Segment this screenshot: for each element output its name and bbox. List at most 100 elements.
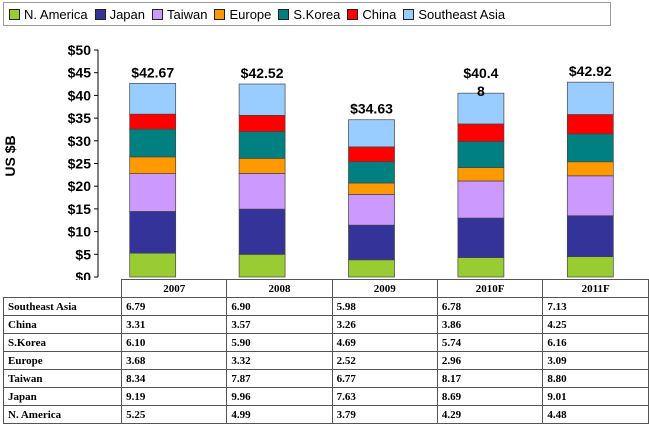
y-tick-label: $25: [68, 156, 92, 172]
bar-segment: [566, 81, 614, 115]
row-label: Southeast Asia: [2, 297, 123, 316]
bar-segment: [566, 215, 614, 258]
table-cell: 2.52: [331, 351, 438, 370]
table-cell: 3.32: [226, 351, 333, 370]
y-tick-label: $20: [68, 178, 92, 194]
table-row: N. America 5.25 4.99 3.79 4.29 4.48: [2, 405, 649, 424]
table-cell: 4.99: [226, 405, 333, 424]
table-cell: 6.16: [542, 333, 649, 352]
legend-label: N. America: [24, 6, 88, 22]
table-cell: 7.63: [331, 387, 438, 406]
bar-total-label: $42.52: [241, 65, 284, 81]
table-cell: 2.96: [436, 351, 544, 370]
legend-item: Japan: [94, 7, 145, 22]
bar-segment: [457, 123, 505, 142]
bar-segment: [238, 83, 286, 116]
table-cell: 5.90: [226, 333, 333, 352]
bar-segment: [129, 156, 177, 174]
bar-segment: [457, 141, 505, 168]
row-label: S.Korea: [2, 333, 123, 352]
y-tick-label: $10: [68, 224, 92, 240]
legend-label: Southeast Asia: [418, 6, 506, 22]
table-cell: 8.80: [542, 369, 649, 388]
table-cell: 9.96: [226, 387, 333, 406]
table-header-cell: 2007: [121, 279, 228, 298]
table-cell: 3.86: [436, 315, 544, 334]
table-cell: 6.77: [331, 369, 438, 388]
table-cell: 5.25: [121, 405, 228, 424]
bar-segment: [348, 146, 395, 163]
y-tick-label: $5: [75, 246, 91, 262]
y-tick-label: $30: [68, 133, 92, 149]
y-tick-label: $35: [68, 110, 92, 126]
table-cell: 4.25: [542, 315, 649, 334]
y-tick-label: $40: [68, 87, 92, 103]
table-cell: 3.09: [542, 351, 649, 370]
bar-segment: [566, 175, 614, 217]
bar-segment: [348, 224, 395, 261]
row-label: China: [2, 315, 123, 334]
table-cell: 5.74: [436, 333, 544, 352]
table-corner: [3, 279, 123, 298]
legend-label: S.Korea: [293, 6, 341, 22]
data-table: 2007 2008 2009 2010F 2011F Southeast Asi…: [2, 279, 649, 424]
row-label: Europe: [2, 351, 123, 370]
bar-segment: [129, 128, 177, 158]
table-row: S.Korea 6.10 5.90 4.69 5.74 6.16: [2, 333, 649, 352]
bar-segment: [238, 131, 286, 159]
legend-item: China: [347, 7, 396, 22]
legend-swatch: [278, 8, 290, 20]
table-cell: 3.31: [121, 315, 228, 334]
table-row: Europe 3.68 3.32 2.52 2.96 3.09: [2, 351, 649, 370]
table-cell: 5.98: [331, 297, 438, 316]
table-header-cell: 2009: [331, 279, 438, 298]
legend-swatch: [214, 8, 226, 20]
table-cell: 6.79: [121, 297, 228, 316]
legend-swatch: [94, 8, 106, 20]
legend-item: Taiwan: [152, 7, 207, 22]
legend-label: Taiwan: [167, 6, 208, 22]
bar-segment: [129, 173, 177, 212]
table-cell: 6.78: [436, 297, 544, 316]
bar-segment: [129, 252, 177, 278]
chart-legend: N. America Japan Taiwan Europe S.Korea China S…: [3, 2, 611, 26]
bar-total-label: $34.63: [350, 101, 393, 117]
bar-segment: [129, 82, 177, 115]
bar-segment: [348, 182, 395, 195]
table-cell: 3.57: [226, 315, 333, 334]
y-tick-label: $50: [68, 42, 92, 58]
y-tick-label: $45: [68, 65, 92, 81]
bar-segment: [238, 253, 286, 278]
legend-item: N. America: [9, 7, 88, 22]
stacked-bar-chart: $0 $5 $10 $15 $20 $25 $30 $35 $40 $45 $50 $42.67 $42…: [68, 42, 614, 280]
bar-segment: [238, 208, 286, 255]
legend-item: S.Korea: [278, 7, 340, 22]
row-label: Taiwan: [2, 369, 123, 388]
row-label: N. America: [2, 405, 123, 424]
bar-segment: [238, 157, 286, 174]
bar-total-label: $42.67: [131, 64, 174, 80]
legend-label: China: [362, 6, 397, 22]
bar-segment: [238, 114, 286, 132]
table-cell: 3.68: [121, 351, 228, 370]
bar-segment: [457, 92, 505, 125]
bar-segment: [457, 167, 505, 182]
table-row: Southeast Asia 6.79 6.90 5.98 6.78 7.13: [2, 297, 649, 316]
legend-swatch: [9, 8, 20, 20]
bar-segment: [566, 133, 614, 163]
table-cell: 6.10: [121, 333, 228, 352]
bar-segment: [348, 119, 395, 148]
table-cell: 9.01: [542, 387, 649, 406]
bar-segment: [129, 113, 177, 130]
bar-segment: [457, 217, 505, 258]
table-cell: 9.19: [121, 387, 228, 406]
table-cell: 8.69: [436, 387, 544, 406]
table-row: China 3.31 3.57 3.26 3.86 4.25: [2, 315, 649, 334]
bar-total-label: $42.92: [569, 63, 612, 79]
y-tick-label: $0: [75, 269, 91, 280]
bar-total-label-wrap: 8: [477, 83, 485, 99]
table-row: Japan 9.19 9.96 7.63 8.69 9.01: [2, 387, 649, 406]
bar-segment: [129, 211, 177, 254]
bar-segment: [348, 161, 395, 184]
table-cell: 7.13: [542, 297, 649, 316]
